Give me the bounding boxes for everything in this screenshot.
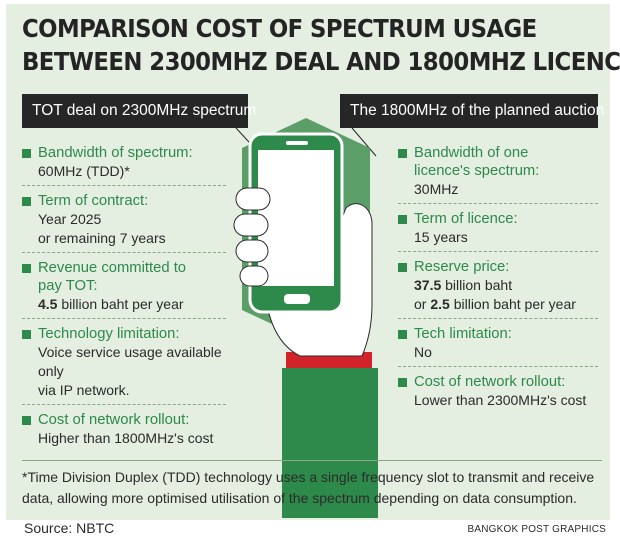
item-label: Term of contract: — [38, 193, 148, 209]
list-item: Tech limitation: No — [398, 325, 598, 367]
list-item: Cost of network rollout: Higher than 180… — [22, 411, 226, 452]
list-item: Term of licence: 15 years — [398, 210, 598, 252]
item-value: Year 2025 or remaining 7 years — [22, 210, 226, 248]
list-item: Term of contract: Year 2025 or remaining… — [22, 192, 226, 253]
item-value-rest: billion baht per year — [57, 296, 183, 312]
list-item: Reserve price: 37.5 billion baht or 2.5 … — [398, 258, 598, 319]
item-value: 60MHz (TDD)* — [22, 162, 226, 181]
item-label: Term of licence: — [414, 211, 518, 227]
list-item: Bandwidth of one licence's spectrum: 30M… — [398, 144, 598, 204]
item-value: 30MHz — [398, 180, 598, 199]
item-value: Higher than 1800MHz's cost — [22, 429, 226, 448]
list-item: Revenue committed to pay TOT: 4.5 billio… — [22, 259, 226, 319]
item-value: No — [398, 343, 598, 362]
square-bullet-icon — [22, 330, 31, 339]
item-value-prefix: or — [414, 296, 430, 312]
square-bullet-icon — [398, 378, 407, 387]
item-label: Technology limitation: — [38, 326, 179, 342]
page-title: COMPARISON COST OF SPECTRUM USAGE BETWEE… — [22, 12, 561, 78]
title-line-1: COMPARISON COST OF SPECTRUM USAGE — [22, 12, 561, 45]
item-label: Bandwidth of spectrum: — [38, 145, 193, 161]
item-label: Reserve price: — [414, 259, 509, 275]
square-bullet-icon — [22, 416, 31, 425]
item-value-bold: 37.5 — [414, 277, 441, 293]
graphics-credit: BANGKOK POST GRAPHICS — [468, 524, 607, 535]
item-value: Lower than 2300MHz's cost — [398, 391, 598, 410]
item-value: 4.5 billion baht per year — [22, 295, 226, 314]
square-bullet-icon — [22, 197, 31, 206]
item-value-bold: 4.5 — [38, 296, 57, 312]
item-label: Tech limitation: — [414, 326, 512, 342]
right-column: Bandwidth of one licence's spectrum: 30M… — [398, 144, 598, 420]
source-label: Source: NBTC — [24, 520, 114, 536]
footnote: *Time Division Duplex (TDD) technology u… — [22, 460, 602, 509]
left-column: Bandwidth of spectrum: 60MHz (TDD)* Term… — [22, 144, 226, 458]
item-value-bold: 2.5 — [430, 296, 449, 312]
item-label: Cost of network rollout: — [38, 412, 189, 428]
item-value-2: or 2.5 billion baht per year — [398, 295, 598, 314]
item-value: 15 years — [398, 228, 598, 247]
item-value-rest: billion baht — [441, 277, 512, 293]
list-item: Technology limitation: Voice service usa… — [22, 325, 226, 405]
item-value: 37.5 billion baht — [398, 276, 598, 295]
list-item: Cost of network rollout: Lower than 2300… — [398, 373, 598, 414]
item-label: Revenue committed to pay TOT: — [38, 260, 186, 294]
square-bullet-icon — [22, 149, 31, 158]
title-line-2: BETWEEN 2300MHZ DEAL AND 1800MHZ LICENCE — [22, 45, 561, 78]
square-bullet-icon — [22, 264, 31, 273]
square-bullet-icon — [398, 330, 407, 339]
item-value-rest: billion baht per year — [450, 296, 576, 312]
item-label: Cost of network rollout: — [414, 374, 565, 390]
square-bullet-icon — [398, 215, 407, 224]
square-bullet-icon — [398, 149, 407, 158]
square-bullet-icon — [398, 263, 407, 272]
hand-holding-phone-illustration — [196, 104, 416, 518]
list-item: Bandwidth of spectrum: 60MHz (TDD)* — [22, 144, 226, 186]
item-value: Voice service usage available only via I… — [22, 343, 226, 400]
item-label: Bandwidth of one licence's spectrum: — [414, 145, 539, 179]
